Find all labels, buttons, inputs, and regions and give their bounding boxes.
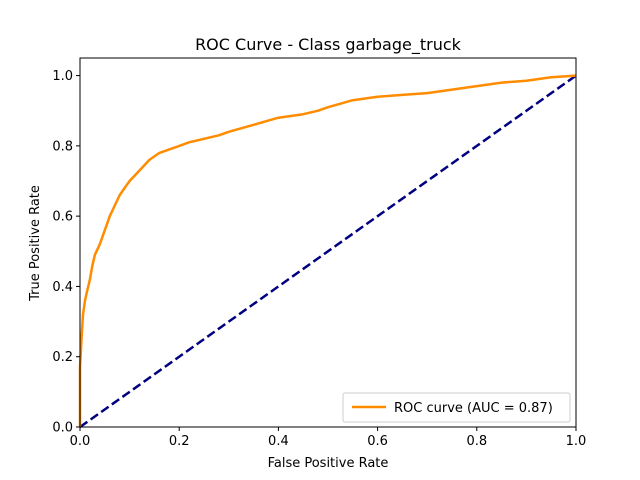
plot-area xyxy=(78,57,577,429)
tick-layer: 0.0 0.2 0.4 0.6 0.8 1.0 0.0 0.2 0.4 0.6 0.8 1.0 xyxy=(52,69,586,449)
chance-diagonal-line xyxy=(79,74,577,429)
y-tick-label: 0.6 xyxy=(52,210,73,225)
x-tick-label: 0.6 xyxy=(367,434,388,449)
x-tick-label: 0.4 xyxy=(268,434,289,449)
y-tick-label: 1.0 xyxy=(52,69,73,84)
y-tick-label: 0.0 xyxy=(52,421,73,436)
roc-curve-line xyxy=(78,74,577,427)
legend: ROC curve (AUC = 0.87) xyxy=(342,392,571,423)
x-axis-label: False Positive Rate xyxy=(268,456,389,471)
y-tick-label: 0.4 xyxy=(52,280,73,295)
legend-box xyxy=(342,392,571,423)
x-tick-label: 1.0 xyxy=(566,434,587,449)
y-tick-label: 0.8 xyxy=(52,139,73,154)
chart-title: ROC Curve - Class garbage_truck xyxy=(195,35,462,55)
x-tick-label: 0.8 xyxy=(466,434,487,449)
x-tick-label: 0.2 xyxy=(169,434,190,449)
axes-frame xyxy=(79,57,577,428)
y-axis-label: True Positive Rate xyxy=(28,185,43,302)
legend-label-roc: ROC curve (AUC = 0.87) xyxy=(394,401,553,416)
y-tick-label: 0.2 xyxy=(52,350,73,365)
x-tick-label: 0.0 xyxy=(70,434,91,449)
